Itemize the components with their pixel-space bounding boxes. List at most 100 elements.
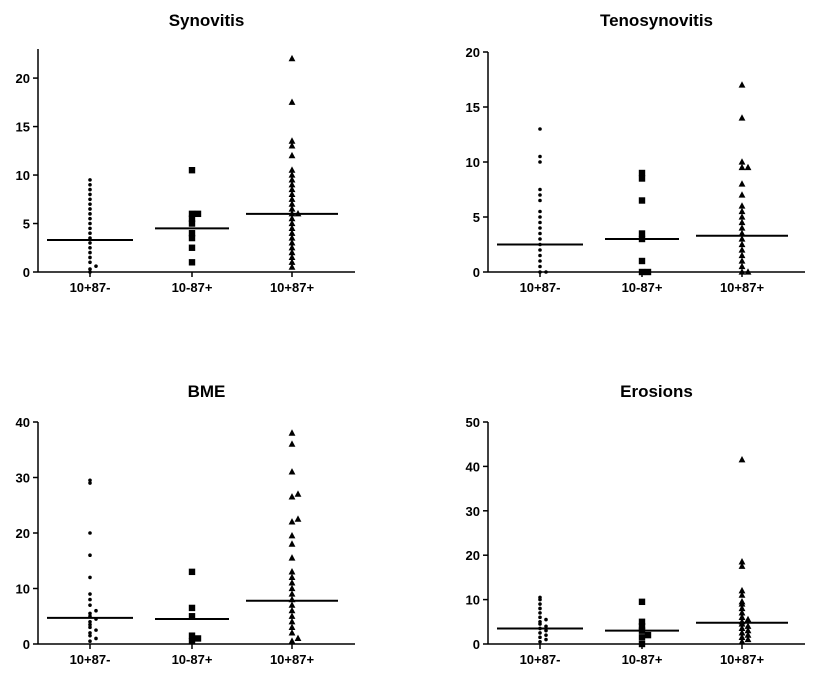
data-point	[544, 638, 548, 642]
data-point	[745, 164, 752, 170]
data-point	[88, 531, 92, 535]
x-tick-label: 10+87-	[70, 280, 111, 295]
data-point	[289, 568, 296, 574]
data-point	[739, 158, 746, 164]
y-tick-label: 30	[466, 504, 480, 519]
data-point	[295, 635, 302, 641]
data-point	[538, 259, 542, 263]
data-point	[295, 490, 302, 496]
data-point	[538, 188, 542, 192]
y-tick-label: 10	[16, 168, 30, 183]
data-point	[88, 212, 92, 216]
data-point	[544, 633, 548, 637]
data-point	[639, 619, 645, 625]
data-point	[538, 620, 542, 624]
data-point	[88, 241, 92, 245]
data-point	[94, 609, 98, 613]
y-tick-label: 20	[16, 71, 30, 86]
data-point	[295, 515, 302, 521]
data-point	[289, 629, 296, 635]
data-point	[538, 607, 542, 611]
y-tick-label: 5	[23, 217, 30, 232]
data-point	[88, 261, 92, 265]
data-point	[88, 217, 92, 221]
data-point	[289, 585, 296, 591]
data-point	[639, 641, 645, 647]
data-point	[639, 170, 645, 176]
data-point	[195, 635, 201, 641]
data-point	[94, 628, 98, 632]
data-point	[739, 246, 746, 252]
data-point	[739, 213, 746, 219]
y-tick-label: 10	[16, 582, 30, 597]
data-point	[88, 178, 92, 182]
data-point	[639, 230, 645, 236]
data-point	[639, 175, 645, 181]
data-point	[289, 99, 296, 105]
data-point	[189, 245, 195, 251]
y-tick-label: 10	[466, 593, 480, 608]
y-tick-label: 20	[466, 548, 480, 563]
data-point	[538, 248, 542, 252]
y-tick-label: 15	[16, 120, 30, 135]
data-point	[538, 602, 542, 606]
y-tick-label: 20	[16, 526, 30, 541]
data-point	[544, 618, 548, 622]
data-point	[88, 267, 92, 271]
data-point	[538, 221, 542, 225]
panel-synovitis: Synovitis0510152010+87- 10-87+ 10+87+	[16, 11, 355, 295]
data-point	[745, 616, 752, 622]
data-point	[538, 611, 542, 615]
y-tick-label: 20	[466, 45, 480, 60]
data-point	[538, 193, 542, 197]
data-point	[88, 202, 92, 206]
data-point	[739, 208, 746, 214]
data-point	[538, 232, 542, 236]
data-point	[289, 574, 296, 580]
data-point	[538, 199, 542, 203]
data-point	[538, 270, 542, 274]
y-tick-label: 5	[473, 210, 480, 225]
data-point	[189, 211, 195, 217]
data-point	[739, 598, 746, 604]
data-point	[739, 263, 746, 269]
data-point	[88, 251, 92, 255]
data-point	[88, 197, 92, 201]
data-point	[289, 612, 296, 618]
data-point	[739, 252, 746, 258]
data-point	[94, 264, 98, 268]
data-point	[739, 558, 746, 564]
x-tick-label: 10-87+	[622, 280, 663, 295]
data-point	[538, 596, 542, 600]
data-point	[88, 222, 92, 226]
data-point	[195, 211, 201, 217]
data-point	[739, 114, 746, 120]
data-point	[538, 160, 542, 164]
data-point	[289, 152, 296, 158]
x-tick-label: 10+87+	[270, 652, 315, 667]
data-point	[289, 590, 296, 596]
data-point	[538, 210, 542, 214]
data-point	[538, 616, 542, 620]
data-point	[538, 237, 542, 241]
data-point	[538, 640, 542, 644]
data-point	[639, 197, 645, 203]
data-point	[739, 164, 746, 170]
data-point	[88, 246, 92, 250]
data-point	[645, 632, 651, 638]
data-point	[88, 620, 92, 624]
data-point	[739, 456, 746, 462]
y-tick-label: 0	[473, 265, 480, 280]
data-point	[88, 231, 92, 235]
data-point	[538, 226, 542, 230]
data-point	[289, 440, 296, 446]
data-point	[538, 265, 542, 269]
y-tick-label: 50	[466, 415, 480, 430]
data-point	[88, 207, 92, 211]
data-point	[88, 639, 92, 643]
data-point	[645, 269, 651, 275]
data-point	[289, 618, 296, 624]
chart-title: Tenosynovitis	[600, 11, 713, 30]
data-point	[289, 601, 296, 607]
